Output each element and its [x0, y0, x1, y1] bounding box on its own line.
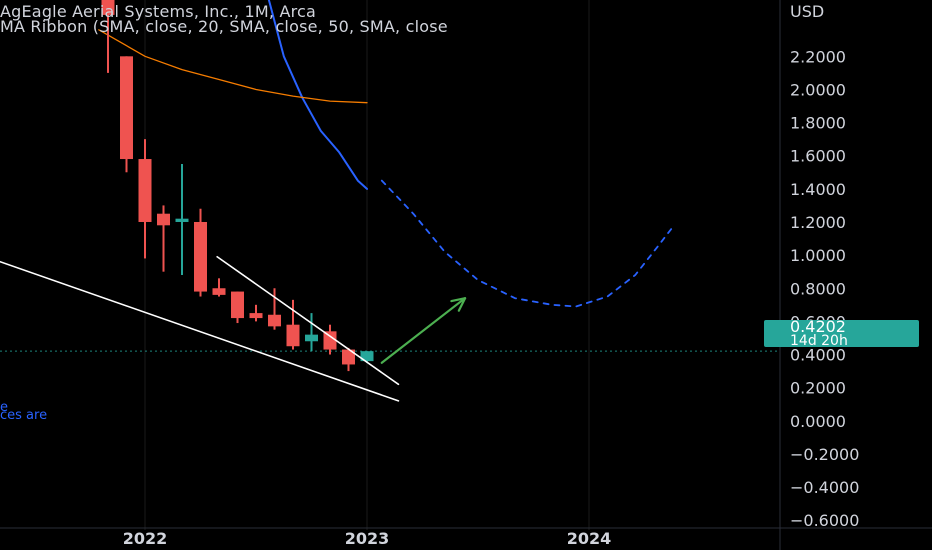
x-tick-label-2024: 2024 — [567, 529, 612, 548]
bar-countdown: 14d 20h — [790, 333, 848, 349]
candle-body — [360, 351, 374, 362]
y-tick-label: 0.2000 — [790, 379, 846, 398]
candlesticks — [101, 0, 374, 372]
indicator-legend[interactable]: MA Ribbon (SMA, close, 20, SMA, close, 5… — [0, 17, 448, 36]
y-tick-label: 1.0000 — [790, 246, 846, 265]
wedge-upper-line — [216, 255, 400, 386]
candle-0 — [101, 0, 115, 73]
ma-slow-line — [98, 29, 368, 104]
time-axis-ticks: 2022 2023 2024 — [123, 529, 612, 548]
ma-and-projection-lines — [0, 0, 780, 352]
candle-2 — [138, 139, 152, 259]
y-tick-label: 1.2000 — [790, 213, 846, 232]
chart-title[interactable]: AgEagle Aerial Systems, Inc., 1M, Arca — [0, 2, 317, 21]
y-tick-label: 1.6000 — [790, 147, 846, 166]
candle-body — [157, 213, 170, 226]
note-line-2: ces are — [0, 408, 48, 423]
y-tick-label: 2.0000 — [790, 80, 846, 99]
arrow-shaft — [380, 297, 467, 364]
candle-body — [120, 56, 133, 160]
candle-6 — [212, 278, 226, 297]
note-line-1: e — [0, 400, 8, 415]
candle-body — [249, 313, 263, 319]
y-tick-label: 0.8000 — [790, 279, 846, 298]
currency-label: USD — [790, 2, 824, 21]
x-tick-label-2022: 2022 — [123, 529, 168, 548]
candle-14 — [360, 351, 374, 363]
candle-body — [268, 314, 281, 327]
ma-fast-line — [267, 0, 368, 190]
projection-curve — [380, 179, 675, 308]
candle-5 — [194, 208, 207, 297]
y-tick-label: 0.4000 — [790, 346, 846, 365]
y-tick-label: −0.4000 — [790, 478, 859, 497]
candle-4 — [175, 164, 189, 275]
x-tick-label-2023: 2023 — [345, 529, 390, 548]
candle-7 — [231, 291, 244, 324]
last-price-badge[interactable]: 0.4202 14d 20h — [764, 317, 919, 349]
candle-11 — [305, 313, 318, 352]
candle-9 — [268, 288, 281, 330]
candle-13 — [342, 347, 355, 372]
arrow-head — [450, 297, 467, 312]
candle-12 — [323, 324, 337, 355]
wedge-lower-line — [0, 260, 400, 402]
last-price-badge-bg — [764, 320, 919, 347]
candle-body — [194, 221, 207, 292]
candle-body — [305, 334, 318, 342]
last-price-value: 0.4202 — [790, 317, 846, 336]
candle-body — [231, 291, 244, 319]
candle-body — [323, 331, 337, 350]
candle-body — [175, 218, 189, 222]
y-tick-label: 1.8000 — [790, 114, 846, 133]
candle-body — [212, 288, 226, 295]
y-tick-label: 0.0000 — [790, 412, 846, 431]
y-tick-label: 1.4000 — [790, 180, 846, 199]
candle-3 — [157, 205, 170, 272]
y-tick-label: −0.2000 — [790, 445, 859, 464]
candle-1 — [120, 56, 133, 173]
pattern-annotations — [0, 255, 467, 402]
candle-body — [101, 0, 115, 15]
y-tick-label: 2.2000 — [790, 47, 846, 66]
candle-body — [286, 324, 300, 347]
candle-10 — [286, 299, 300, 350]
y-tick-label: −0.6000 — [790, 511, 859, 530]
candle-body — [138, 159, 152, 222]
candle-8 — [249, 304, 263, 322]
candle-body — [342, 349, 355, 365]
